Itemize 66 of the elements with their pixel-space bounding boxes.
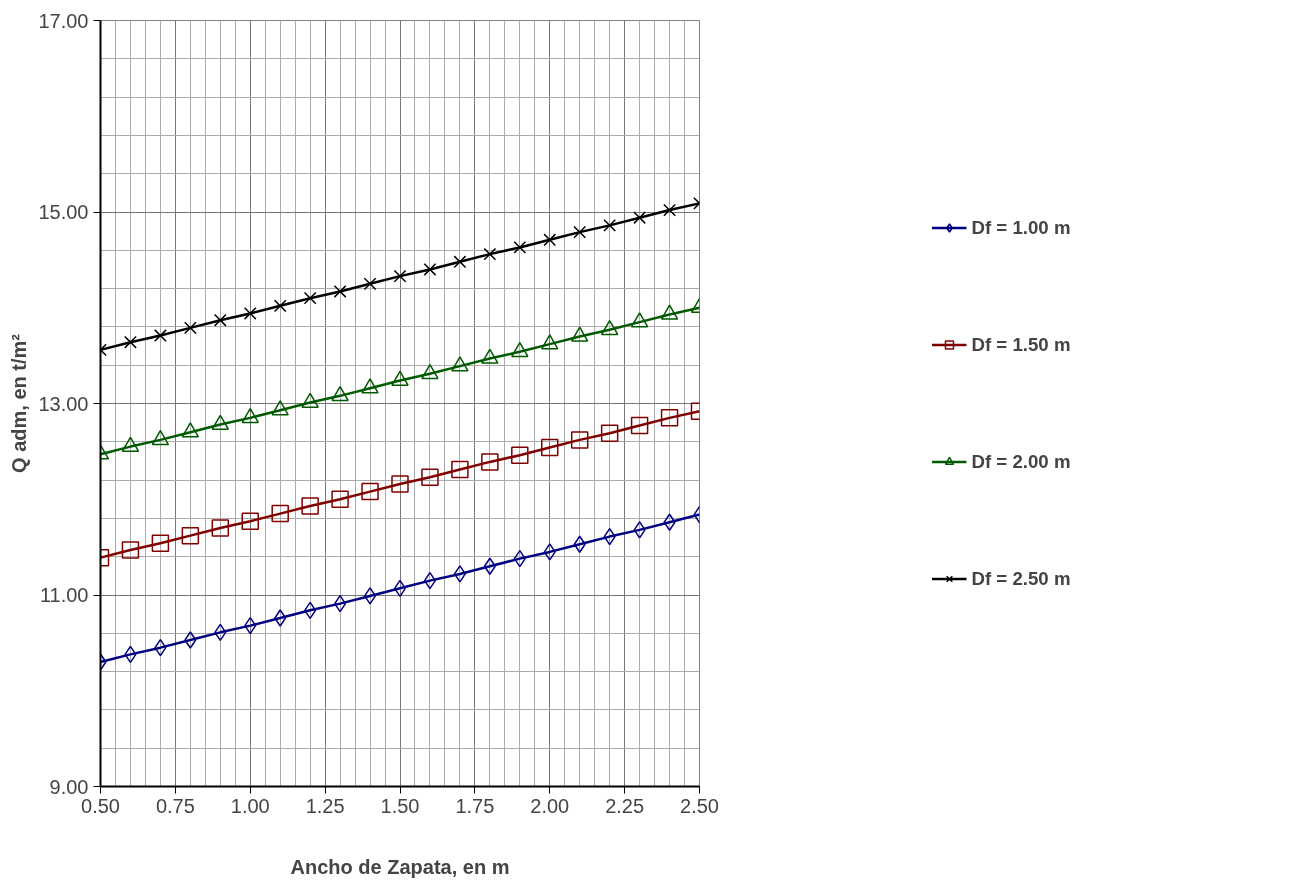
point	[483, 247, 497, 261]
point	[393, 269, 407, 283]
point	[153, 329, 167, 342]
point	[663, 513, 676, 531]
point	[633, 211, 647, 225]
legend-label: Df = 1.00 m	[971, 216, 1071, 239]
point	[570, 431, 589, 449]
point	[541, 438, 559, 457]
point	[421, 468, 439, 486]
y-axis-title: Q adm, en t/m²	[8, 333, 31, 473]
point	[151, 534, 170, 553]
point	[183, 321, 197, 335]
point	[331, 490, 349, 508]
point	[451, 460, 469, 479]
point	[211, 519, 230, 537]
point	[511, 446, 529, 464]
point	[124, 335, 137, 349]
point	[603, 219, 617, 232]
x-tick-label: 1.00	[230, 794, 270, 817]
x-tick-label: 1.50	[380, 794, 420, 817]
point	[393, 579, 407, 598]
point	[453, 565, 466, 583]
point	[543, 233, 557, 247]
point	[243, 307, 257, 320]
point	[513, 241, 527, 254]
point	[181, 526, 200, 545]
point	[573, 535, 586, 553]
point	[543, 543, 556, 561]
x-tick-label: 2.50	[680, 794, 719, 817]
point	[633, 521, 646, 539]
point	[184, 631, 197, 649]
point	[271, 504, 289, 523]
y-tick-label: 15.00	[38, 201, 89, 223]
point	[363, 277, 377, 291]
point	[333, 285, 347, 298]
x-tick-label: 1.25	[305, 794, 345, 817]
y-tick-label: 13.00	[38, 392, 89, 415]
point	[663, 203, 676, 217]
point	[423, 571, 437, 590]
point	[213, 313, 227, 327]
point	[241, 512, 259, 531]
point	[481, 453, 499, 471]
x-axis-title: Ancho de Zapata, en m	[290, 855, 510, 878]
legend-label: Df = 2.00 m	[971, 450, 1071, 473]
x-tick-label: 1.75	[455, 794, 495, 817]
point	[600, 424, 619, 442]
legend-label: Df = 2.50 m	[971, 567, 1071, 590]
point	[363, 587, 377, 605]
y-tick-label: 11.00	[39, 584, 89, 606]
point	[301, 497, 319, 515]
point	[274, 609, 287, 627]
point	[453, 255, 467, 269]
point	[391, 475, 409, 493]
point	[573, 225, 587, 239]
point	[361, 482, 379, 501]
point	[660, 409, 679, 427]
point	[423, 263, 437, 276]
point	[303, 291, 317, 305]
y-tick-label: 17.00	[38, 9, 89, 32]
x-tick-label: 2.00	[530, 794, 570, 817]
x-tick-label: 0.75	[155, 794, 195, 817]
point	[630, 416, 649, 435]
x-tick-label: 2.25	[605, 794, 645, 817]
point	[121, 541, 140, 559]
point	[273, 299, 287, 313]
legend-label: Df = 1.50 m	[971, 333, 1071, 356]
